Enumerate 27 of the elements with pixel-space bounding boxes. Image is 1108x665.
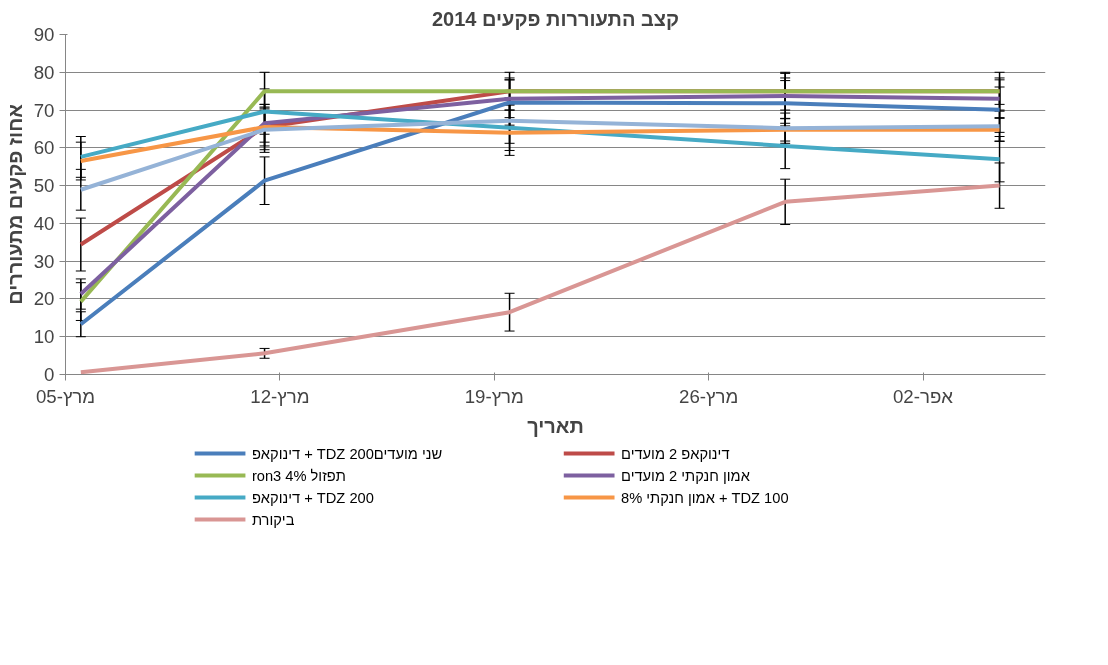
legend-label: אמון חנקתי 2 מועדים	[620, 467, 751, 484]
y-tick-label: 80	[33, 61, 55, 83]
x-axis-title: תאריך	[527, 414, 584, 437]
line-series	[78, 183, 1002, 375]
x-tick-label: 05-מרץ	[35, 385, 96, 407]
y-tick-label: 20	[33, 288, 55, 310]
chart-title: קצב התעוררות פקעים 2014	[431, 7, 680, 30]
legend-label: דינוקאפ 2 מועדים	[620, 445, 730, 462]
y-tick-label: 40	[33, 212, 55, 234]
y-tick-label: 70	[33, 99, 55, 121]
legend-label: אמון חנקתי 8% + TDZ 100	[620, 489, 789, 506]
x-tick-label: 26-מרץ	[679, 385, 739, 407]
line-series	[78, 118, 1002, 192]
y-tick-label: 60	[33, 137, 55, 159]
y-tick-label: 0	[44, 364, 55, 385]
y-axis-title: אחוז פקעים מתעוררים	[3, 103, 26, 305]
legend-label: ron3 4% תפזול	[251, 467, 346, 484]
legend-label: דינוקאפ + TDZ 200	[251, 489, 374, 506]
y-tick-label: 30	[33, 250, 55, 272]
y-tick-label: 50	[33, 175, 55, 197]
legend-label: דינוקאפ + TDZ 200שני מועדים	[251, 445, 443, 462]
x-tick-label: 12-מרץ	[250, 385, 310, 407]
x-tick-label: 19-מרץ	[464, 385, 524, 407]
y-tick-label: 90	[33, 24, 55, 45]
x-tick-label: 02-אפר	[892, 385, 954, 407]
legend-label: ביקורת	[251, 511, 295, 528]
y-tick-label: 10	[33, 326, 55, 348]
